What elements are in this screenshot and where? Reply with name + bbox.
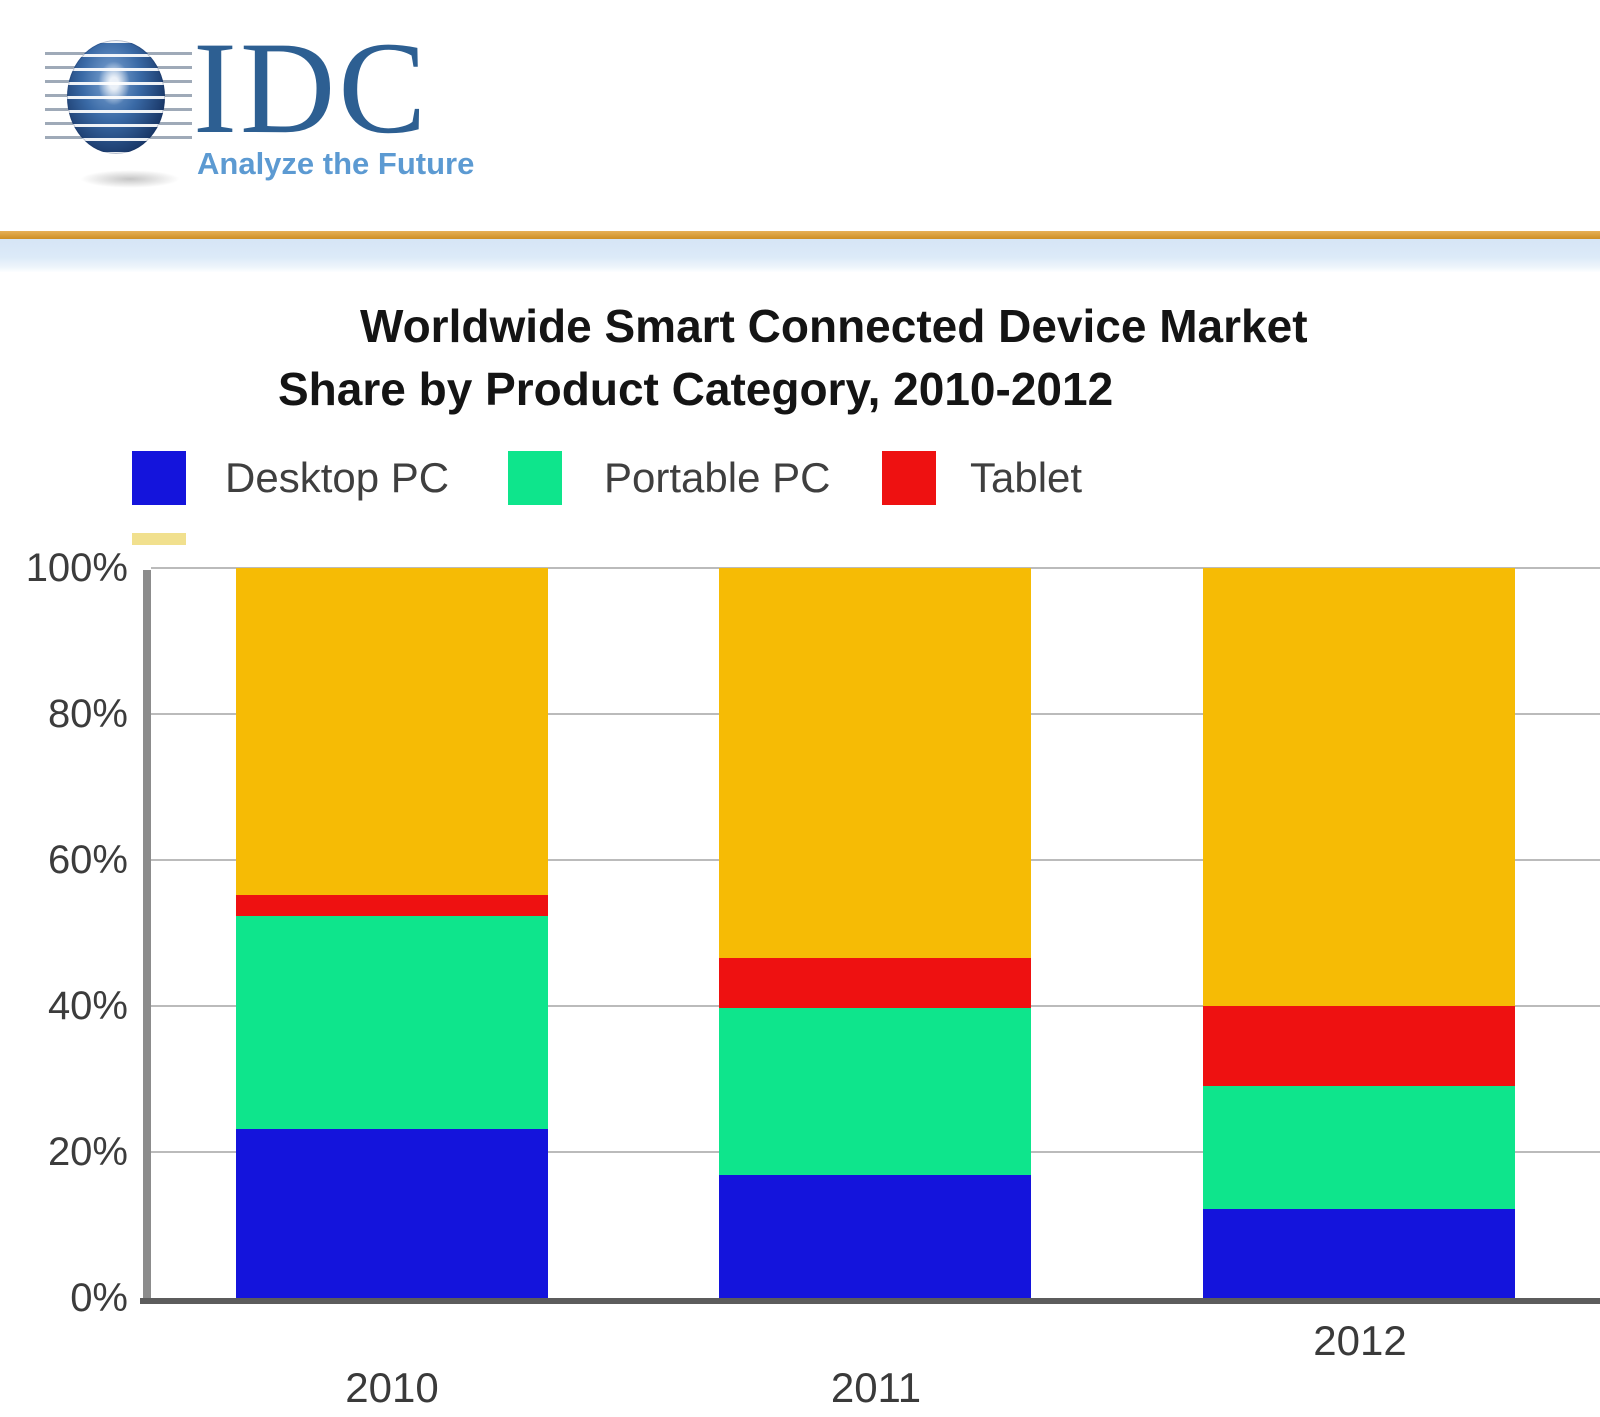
x-category-label-2010: 2010	[345, 1364, 439, 1411]
bar-2010-segment-yellow	[236, 568, 548, 896]
legend-swatch-portable-pc	[508, 451, 562, 505]
bar-2010-segment-Tablet	[236, 895, 548, 917]
bar-2011-segment-Tablet	[719, 957, 1031, 1009]
bar-2010-segment-Portable PC	[236, 916, 548, 1129]
y-tick-label-60: 60%	[47, 838, 128, 882]
y-tick-label-0: 0%	[70, 1276, 128, 1320]
gold-divider-rule	[0, 231, 1600, 239]
bar-2011-segment-yellow	[719, 568, 1031, 958]
bar-2012	[1203, 568, 1515, 1298]
bar-2011-segment-Desktop PC	[719, 1175, 1031, 1298]
y-axis-line	[143, 570, 151, 1300]
legend-swatch-desktop-pc	[132, 451, 186, 505]
legend-label-desktop-pc: Desktop PC	[225, 454, 450, 501]
y-tick-label-20: 20%	[47, 1130, 128, 1174]
y-tick-label-100: 100%	[25, 546, 128, 590]
legend-label-portable-pc: Portable PC	[604, 454, 831, 501]
legend-label-tablet: Tablet	[970, 454, 1083, 501]
logo-text: IDC	[193, 14, 430, 161]
bar-2011-segment-Portable PC	[719, 1008, 1031, 1176]
globe-icon	[67, 40, 165, 154]
blue-header-band	[0, 239, 1600, 272]
bar-2012-segment-Portable PC	[1203, 1086, 1515, 1209]
bar-2012-segment-yellow	[1203, 568, 1515, 1007]
legend-swatch-clipped-yellow	[132, 533, 186, 545]
x-axis-line	[140, 1298, 1600, 1304]
bar-2011	[719, 568, 1031, 1298]
globe-shadow	[80, 170, 180, 188]
gridline-100	[151, 567, 1600, 569]
bar-2012-segment-Tablet	[1203, 1006, 1515, 1087]
chart-title-line2: Share by Product Category, 2010-2012	[278, 363, 1114, 415]
bar-2012-segment-Desktop PC	[1203, 1208, 1515, 1298]
idc-logo: IDC Analyze the Future	[0, 0, 600, 210]
x-category-label-2011: 2011	[830, 1364, 922, 1411]
bar-2010	[236, 568, 548, 1298]
x-category-label-2012: 2012	[1313, 1317, 1407, 1364]
chart-title-line1: Worldwide Smart Connected Device Market	[360, 300, 1308, 352]
y-tick-label-40: 40%	[47, 984, 128, 1028]
logo-tagline: Analyze the Future	[197, 146, 475, 181]
y-tick-label-80: 80%	[47, 692, 128, 736]
bar-2010-segment-Desktop PC	[236, 1128, 548, 1298]
legend-swatch-tablet	[882, 451, 936, 505]
